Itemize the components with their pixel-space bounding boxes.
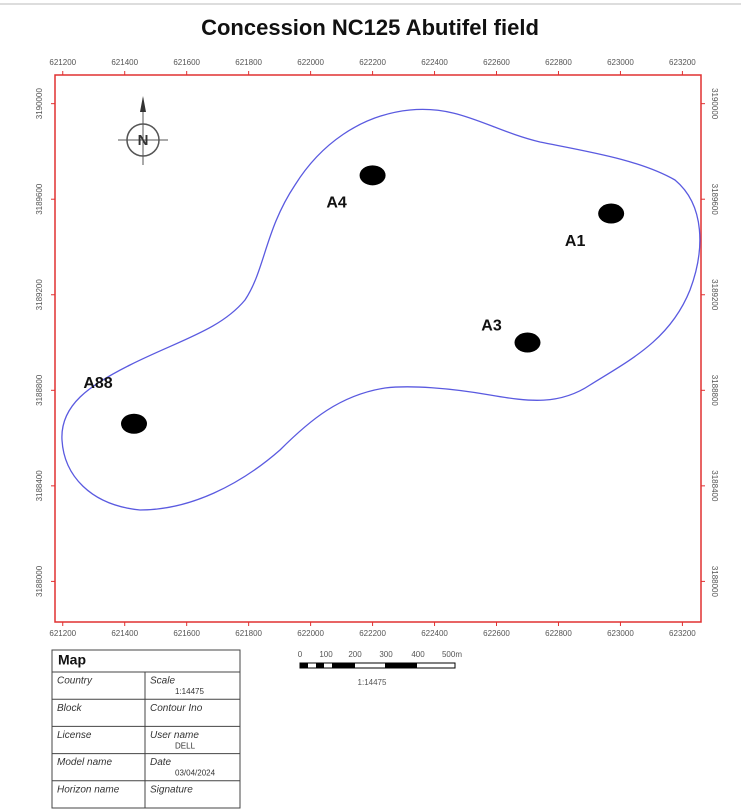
scale-bar-segment bbox=[332, 663, 355, 668]
x-tick-label: 622600 bbox=[483, 58, 510, 67]
x-tick-label: 621200 bbox=[49, 629, 76, 638]
x-tick-label: 621200 bbox=[49, 58, 76, 67]
y-tick-label: 3189200 bbox=[710, 279, 719, 311]
y-tick-label: 3190000 bbox=[710, 88, 719, 120]
table-value: 03/04/2024 bbox=[175, 769, 216, 778]
y-tick-label: 3189600 bbox=[710, 184, 719, 216]
x-tick-label: 621400 bbox=[111, 58, 138, 67]
well-label: A1 bbox=[565, 233, 586, 250]
scale-bar-segment bbox=[385, 663, 417, 668]
x-tick-label: 622200 bbox=[359, 58, 386, 67]
y-tick-label: 3190000 bbox=[35, 88, 44, 120]
x-tick-label: 621800 bbox=[235, 58, 262, 67]
x-tick-label: 623200 bbox=[669, 629, 696, 638]
x-tick-label: 622800 bbox=[545, 58, 572, 67]
table-cell: Scale bbox=[150, 676, 175, 687]
table-cell: License bbox=[57, 730, 92, 741]
scale-label: 300 bbox=[379, 650, 393, 659]
scale-label: 200 bbox=[348, 650, 362, 659]
table-cell: Model name bbox=[57, 757, 112, 768]
x-tick-label: 621600 bbox=[173, 629, 200, 638]
map-frame bbox=[54, 74, 702, 623]
compass: N bbox=[118, 96, 168, 165]
table-title: Map bbox=[58, 652, 86, 668]
y-tick-label: 3188800 bbox=[35, 374, 44, 406]
info-table: Map bbox=[51, 649, 241, 809]
scale-bar-segment bbox=[316, 663, 324, 668]
table-value: DELL bbox=[175, 742, 196, 751]
table-cell: Date bbox=[150, 757, 172, 768]
x-tick-label: 623000 bbox=[607, 629, 634, 638]
y-tick-label: 3188400 bbox=[35, 470, 44, 502]
table-frame bbox=[51, 649, 241, 809]
table-cell: Country bbox=[57, 676, 93, 687]
x-tick-label: 623000 bbox=[607, 58, 634, 67]
x-tick-label: 622400 bbox=[421, 58, 448, 67]
field-outline bbox=[61, 108, 701, 511]
table-cell: User name bbox=[150, 730, 199, 741]
well-label: A4 bbox=[326, 195, 347, 212]
table-cell: Contour Ino bbox=[150, 703, 203, 714]
scale-ratio: 1:14475 bbox=[358, 678, 387, 687]
x-tick-label: 622800 bbox=[545, 629, 572, 638]
scale-label: 400 bbox=[411, 650, 425, 659]
x-tick-label: 621400 bbox=[111, 629, 138, 638]
compass-arrow bbox=[140, 96, 146, 112]
scale-bar-segment bbox=[300, 663, 308, 668]
well-label: A88 bbox=[83, 375, 112, 392]
x-tick-label: 623200 bbox=[669, 58, 696, 67]
x-tick-label: 622000 bbox=[297, 629, 324, 638]
north-label: N bbox=[138, 132, 149, 149]
well-label: A3 bbox=[481, 318, 502, 335]
well bbox=[598, 203, 625, 224]
x-tick-label: 621600 bbox=[173, 58, 200, 67]
x-tick-label: 622600 bbox=[483, 629, 510, 638]
y-tick-label: 3188400 bbox=[710, 470, 719, 502]
table-cell: Signature bbox=[150, 784, 193, 795]
scale-label: 100 bbox=[319, 650, 333, 659]
x-tick-label: 622200 bbox=[359, 629, 386, 638]
well bbox=[359, 165, 386, 186]
table-value: 1:14475 bbox=[175, 687, 204, 696]
x-tick-label: 622400 bbox=[421, 629, 448, 638]
scale-label: 0 bbox=[298, 650, 303, 659]
table-cell: Horizon name bbox=[57, 784, 120, 795]
scale-bar bbox=[299, 662, 456, 669]
well bbox=[514, 332, 541, 353]
y-tick-label: 3189200 bbox=[35, 279, 44, 311]
table-cell: Block bbox=[57, 703, 82, 714]
y-tick-label: 3188000 bbox=[35, 565, 44, 597]
scale-label: 500m bbox=[442, 650, 462, 659]
well bbox=[121, 413, 148, 434]
y-tick-label: 3188000 bbox=[710, 566, 719, 598]
map-title: Concession NC125 Abutifel field bbox=[201, 15, 539, 40]
y-tick-label: 3188800 bbox=[710, 375, 719, 407]
x-tick-label: 621800 bbox=[235, 629, 262, 638]
x-tick-label: 622000 bbox=[297, 58, 324, 67]
y-tick-label: 3189600 bbox=[35, 183, 44, 215]
